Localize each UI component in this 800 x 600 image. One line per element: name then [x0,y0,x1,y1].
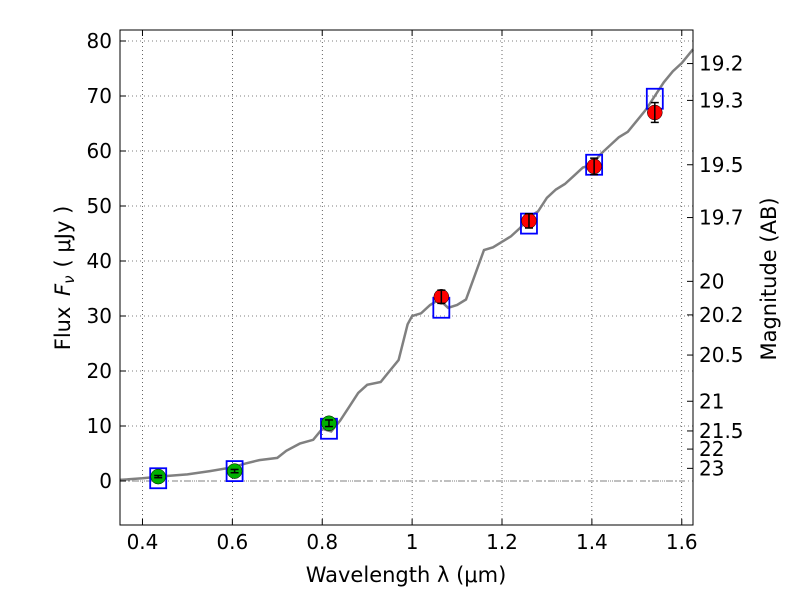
y-tick-label: 60 [87,139,112,163]
mag-tick-label: 20.5 [699,343,744,367]
model-photometry-square [225,460,244,483]
y-tick-label: 40 [87,249,112,273]
y-axis-label: Flux Fν ( μJy ) [51,206,78,351]
mag-tick-label: 20.2 [699,303,744,327]
mag-tick-label: 19.7 [699,206,744,230]
y-tick-label: 80 [87,29,112,53]
y-tick-label: 70 [87,84,112,108]
x-tick-label: 1 [406,530,419,554]
mag-tick-label: 21.5 [699,419,744,443]
mag-tick-label: 23 [699,456,724,480]
mag-tick-label: 22 [699,437,724,461]
mag-tick-label: 21 [699,389,724,413]
y-tick-label: 10 [87,414,112,438]
x-tick-label: 0.6 [216,530,248,554]
x-axis-label: Wavelength λ (μm) [306,563,507,587]
y2-axis-label: Magnitude (AB) [757,197,781,360]
model-photometry-square [149,467,168,490]
y-axis-label-math-nu: ν [60,275,78,283]
mag-tick-label: 20 [699,269,724,293]
x-tick-label: 0.8 [306,530,338,554]
x-tick-label: 1.4 [576,530,608,554]
x-tick-label: 0.4 [127,530,159,554]
model-spectrum-line [119,48,694,482]
grid [120,30,693,525]
y-axis-label-plain: Flux [51,300,75,350]
plot-series [119,48,694,490]
axis-ticks: 0.4 0.6 0.8 1 1.2 1.4 1.6 0 10 20 30 40 50 60 70 80 19.2… [87,29,744,554]
y-tick-label: 20 [87,359,112,383]
y-tick-label: 0 [99,469,112,493]
y-axis-label-unit: ( μJy ) [51,206,75,268]
x-tick-label: 1.6 [666,530,698,554]
mag-tick-label: 19.5 [699,153,744,177]
y-tick-label: 50 [87,194,112,218]
y-tick-label: 30 [87,304,112,328]
mag-tick-label: 19.2 [699,52,744,76]
y-axis-label-math-f: F [51,283,75,296]
mag-tick-label: 19.3 [699,88,744,112]
x-tick-label: 1.2 [486,530,518,554]
plot-frame [119,29,694,526]
